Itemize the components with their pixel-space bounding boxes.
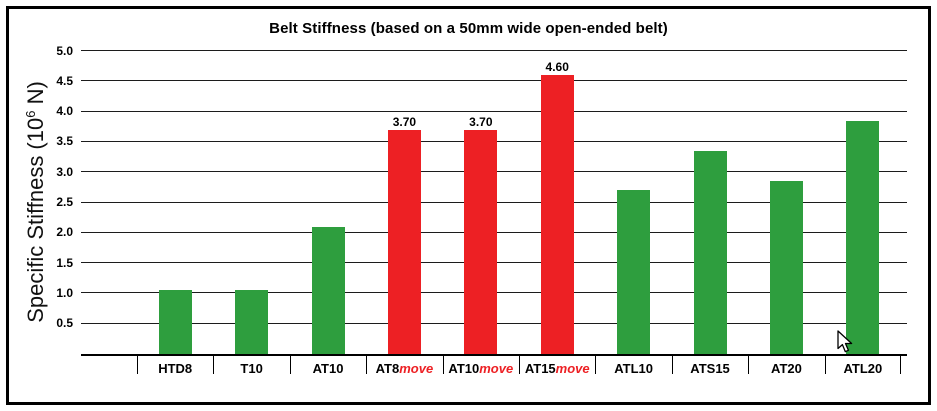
category-name: AT10: [312, 361, 344, 376]
bar-value-label: 3.70: [392, 114, 417, 129]
y-tick-label: 2.5: [56, 195, 73, 209]
category-label: T10: [213, 356, 289, 378]
category-tick: [442, 356, 444, 374]
bar-cell: [137, 51, 213, 354]
category-tick: [213, 356, 215, 374]
y-tick-label: 1.5: [56, 255, 73, 270]
category-tick: [900, 356, 901, 374]
bar: [846, 120, 880, 354]
bar-cell: [748, 51, 824, 354]
bar: [464, 129, 498, 354]
category-suffix: move: [479, 361, 514, 376]
category-name: ATL10: [614, 361, 654, 376]
category-label: AT10: [289, 356, 366, 378]
category-label: AT15move: [519, 356, 595, 378]
category-suffix: move: [555, 361, 590, 376]
bar-cell: 4.60: [519, 51, 595, 354]
category-label: HTD8: [137, 356, 213, 378]
bar-cell: [290, 51, 366, 354]
category-name: AT10: [448, 361, 480, 376]
y-tick-label: 5.0: [56, 43, 73, 58]
category-label: AT20: [748, 356, 824, 378]
bar-cell: [213, 51, 289, 354]
bar-value-label: 4.60: [545, 60, 569, 75]
gridline: 5.0: [56, 45, 907, 57]
bars-container: 3.70 3.70 4.60: [137, 51, 901, 354]
bar-cell: [825, 51, 901, 354]
bar-value-label: 3.70: [469, 114, 493, 129]
y-tick-label: 3.0: [56, 164, 73, 179]
category-label: AT10move: [442, 356, 519, 378]
bar: [540, 75, 574, 354]
category-label: ATL20: [824, 356, 901, 378]
category-tick: [824, 356, 826, 374]
category-name: ATS15: [690, 361, 730, 376]
y-tick-label: 4.0: [56, 104, 73, 119]
category-label: AT8move: [366, 356, 442, 378]
y-tick-label: 0.5: [56, 316, 73, 331]
bar: [617, 190, 651, 354]
y-tick-label: 1.0: [56, 285, 73, 300]
category-name: ATL20: [843, 361, 883, 376]
y-tick-label: 3.5: [56, 134, 73, 149]
bar-cell: [672, 51, 748, 354]
chart-title: Belt Stiffness (based on a 50mm wide ope…: [269, 20, 668, 37]
category-name: AT20: [771, 361, 802, 376]
bar-cell: [595, 51, 671, 354]
bar: [235, 290, 269, 354]
category-tick: [137, 356, 138, 374]
bar: [693, 151, 727, 354]
category-tick: [748, 356, 750, 374]
category-label: ATS15: [671, 356, 748, 378]
category-suffix: move: [399, 361, 434, 376]
category-axis: HTD8 T10 AT10 AT8move AT10move AT15move ATL10 A…: [137, 356, 901, 378]
bar: [311, 226, 345, 354]
category-name: HTD8: [158, 361, 193, 376]
bar: [387, 129, 421, 354]
category-tick: [366, 356, 368, 374]
category-tick: [519, 356, 521, 374]
y-tick-label: 2.0: [56, 225, 73, 240]
category-label: ATL10: [595, 356, 671, 378]
category-tick: [595, 356, 597, 374]
mouse-cursor-icon: [836, 330, 854, 359]
gridline: 4.0: [56, 105, 907, 117]
y-tick-label: 4.5: [56, 73, 73, 88]
bar: [158, 290, 192, 354]
category-name: AT8: [375, 361, 400, 376]
bar-cell: 3.70: [366, 51, 442, 354]
category-name: AT15: [524, 361, 556, 376]
bar-cell: 3.70: [443, 51, 519, 354]
category-tick: [671, 356, 673, 374]
category-name: T10: [240, 361, 263, 376]
gridline: 4.5: [56, 75, 907, 87]
bar: [769, 181, 803, 354]
chart-frame: Belt Stiffness (based on a 50mm wide ope…: [6, 6, 931, 405]
category-tick: [289, 356, 291, 374]
plot-area: 0.5 1.0 1.5 2.0 2.5 3.0 3.5 4.0 4.5 5.0 3.70 3.70 4…: [56, 45, 907, 356]
